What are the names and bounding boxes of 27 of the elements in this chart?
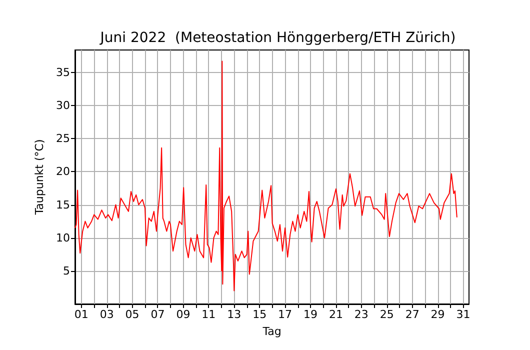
- y-tick-label: 20: [56, 165, 70, 178]
- line-series: [74, 60, 458, 292]
- x-tick-label: 21: [328, 308, 343, 321]
- y-tick-label: 30: [56, 99, 70, 112]
- y-tick-label: 5: [63, 264, 70, 278]
- x-tick-label: 19: [304, 308, 318, 321]
- x-tick-label: 29: [430, 308, 445, 321]
- x-tick-label: 15: [252, 308, 267, 321]
- x-tick-label: 05: [125, 308, 140, 321]
- x-axis-title: Tag: [262, 325, 282, 338]
- x-tick-label: 27: [405, 308, 420, 321]
- x-tick-label: 09: [176, 308, 190, 321]
- x-tick-label: 01: [74, 308, 88, 321]
- x-tick-label: 13: [227, 308, 242, 321]
- x-tick-label: 25: [380, 308, 394, 321]
- y-tick-label: 35: [56, 66, 70, 79]
- chart-title: Juni 2022 (Meteostation Hönggerberg/ETH Zürich): [99, 30, 456, 46]
- y-tick-label: 10: [56, 231, 70, 244]
- x-tick-label: 23: [354, 308, 368, 321]
- x-tick-label: 07: [150, 308, 165, 321]
- x-tick-label: 03: [100, 308, 114, 321]
- y-axis-title: Taupunkt (°C): [33, 139, 46, 216]
- x-tick-label: 17: [278, 308, 292, 321]
- y-tick-label: 25: [56, 132, 70, 146]
- y-tick-label: 15: [56, 198, 70, 212]
- x-tick-label: 31: [456, 308, 470, 321]
- x-tick-label: 11: [202, 308, 216, 321]
